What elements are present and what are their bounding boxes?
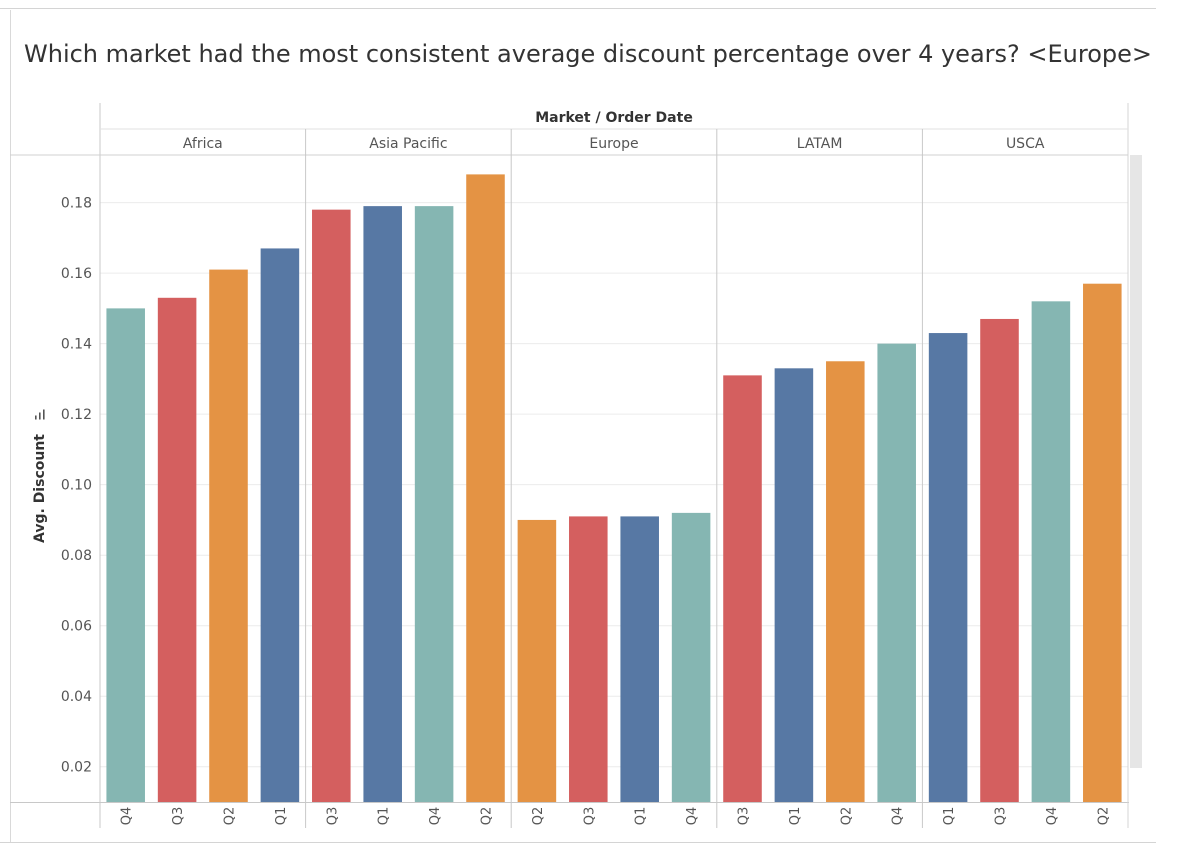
- column-header: Market / Order Date: [535, 110, 693, 126]
- bar: [260, 248, 300, 802]
- x-tick-label: Q4: [891, 807, 906, 826]
- x-tick-label: Q2: [531, 807, 546, 826]
- x-tick-label: Q4: [685, 807, 700, 826]
- y-tick-label: 0.02: [61, 760, 92, 776]
- bar: [569, 516, 608, 802]
- y-tick-label: 0.14: [61, 337, 92, 353]
- x-tick-label: Q2: [480, 807, 495, 826]
- bottom-divider: [0, 842, 1156, 843]
- market-header: Asia Pacific: [369, 136, 447, 152]
- bar: [980, 318, 1019, 802]
- market-header: Europe: [589, 136, 638, 152]
- y-tick-label: 0.08: [61, 548, 92, 564]
- x-tick-label: Q1: [377, 807, 392, 826]
- bar: [774, 368, 814, 802]
- x-tick-label: Q1: [788, 807, 803, 826]
- bar: [723, 375, 762, 802]
- x-tick-label: Q3: [325, 807, 340, 826]
- x-tick-label: Q1: [942, 807, 957, 826]
- x-tick-label: Q2: [223, 807, 238, 826]
- bar: [106, 308, 145, 802]
- x-tick-label: Q3: [737, 807, 752, 826]
- bar: [517, 519, 557, 802]
- bar: [928, 333, 968, 802]
- market-header: USCA: [1006, 136, 1045, 152]
- y-tick-label: 0.06: [61, 619, 92, 635]
- bar: [1031, 301, 1071, 802]
- bar: [209, 269, 248, 802]
- x-tick-label: Q3: [582, 807, 597, 826]
- y-tick-label: 0.04: [61, 689, 92, 705]
- bar: [620, 516, 659, 802]
- x-tick-label: Q2: [839, 807, 854, 826]
- x-tick-label: Q4: [428, 807, 443, 826]
- bar: [466, 174, 505, 803]
- view-frame: [10, 10, 1157, 842]
- y-tick-label: 0.12: [61, 407, 92, 423]
- bar: [826, 361, 865, 802]
- x-tick-label: Q3: [171, 807, 186, 826]
- y-axis-label: Avg. Discount: [32, 434, 48, 543]
- x-tick-label: Q3: [994, 807, 1009, 826]
- bar: [363, 206, 402, 802]
- vertical-scrollbar[interactable]: [1130, 155, 1142, 768]
- x-tick-label: Q1: [274, 807, 289, 826]
- bar: [157, 297, 197, 802]
- x-tick-label: Q4: [120, 807, 135, 826]
- market-header: Africa: [183, 136, 223, 152]
- bar: [877, 343, 916, 802]
- x-tick-label: Q4: [1045, 807, 1060, 826]
- y-tick-label: 0.18: [61, 196, 92, 212]
- bar: [312, 209, 351, 802]
- bar: [671, 512, 711, 802]
- sort-icon[interactable]: [35, 409, 45, 420]
- bar: [414, 206, 454, 802]
- chart-title: Which market had the most consistent ave…: [24, 40, 1152, 68]
- y-tick-label: 0.10: [61, 478, 92, 494]
- top-divider: [0, 8, 1156, 9]
- market-header: LATAM: [797, 136, 843, 152]
- x-tick-label: Q2: [1096, 807, 1111, 826]
- y-tick-label: 0.16: [61, 266, 92, 282]
- bar: [1083, 283, 1122, 802]
- x-tick-label: Q1: [634, 807, 649, 826]
